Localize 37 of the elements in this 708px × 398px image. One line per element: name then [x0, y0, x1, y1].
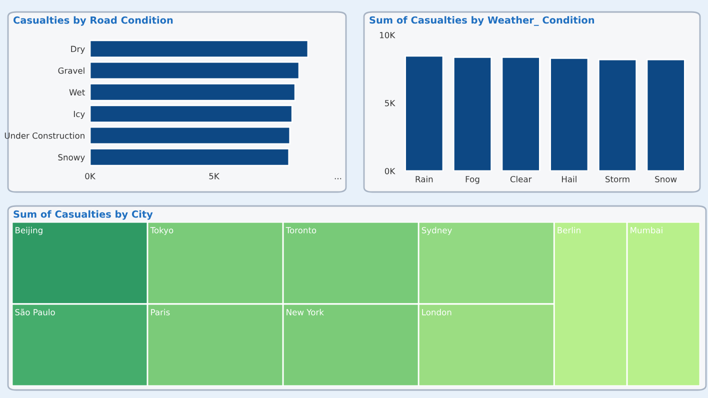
bar — [90, 126, 291, 145]
x-tick-label: 5K — [209, 173, 220, 180]
bar — [90, 148, 290, 166]
category-label: London — [422, 308, 452, 316]
x-tick-label: 0K — [85, 173, 96, 180]
category-label: Toronto — [286, 227, 316, 234]
category-label: Tokyo — [150, 226, 174, 235]
x-tick-label: ... — [334, 178, 342, 180]
y-tick-label: Icy — [74, 110, 85, 119]
category-label: Beijing — [16, 226, 42, 235]
x-tick-label: Hail — [562, 176, 576, 182]
category-label: Sydney — [422, 226, 452, 235]
chart-title: Sum of Casualties by Weather_ Condition — [370, 16, 594, 26]
y-tick-label: Wet — [69, 89, 85, 96]
bar — [90, 83, 296, 102]
y-tick-label: Dry — [71, 46, 85, 54]
category-label: São Paulo — [15, 308, 55, 316]
bar — [90, 104, 293, 123]
chart-title: Casualties by Road Condition — [13, 16, 173, 26]
x-tick-label: Snow — [655, 176, 677, 182]
y-tick-label: 0K — [384, 168, 396, 174]
category-label: Berlin — [558, 226, 580, 234]
category-label: Paris — [151, 308, 170, 316]
category-label: New York — [286, 308, 324, 316]
bar — [90, 40, 309, 58]
y-tick-label: Under Construction — [4, 132, 84, 139]
x-tick-label: Rain — [416, 176, 433, 182]
x-tick-label: Clear — [510, 176, 532, 182]
y-tick-label: Gravel — [58, 67, 84, 74]
text: Sum of Casualties by City — [14, 210, 153, 220]
bar — [90, 61, 300, 80]
y-tick-label: 10K — [380, 32, 396, 38]
x-tick-label: Storm — [606, 176, 630, 182]
category-label: Mumbai — [630, 226, 662, 234]
y-tick-label: 5K — [385, 100, 396, 106]
x-tick-label: Fog — [466, 176, 480, 184]
y-tick-label: Snowy — [58, 154, 85, 162]
